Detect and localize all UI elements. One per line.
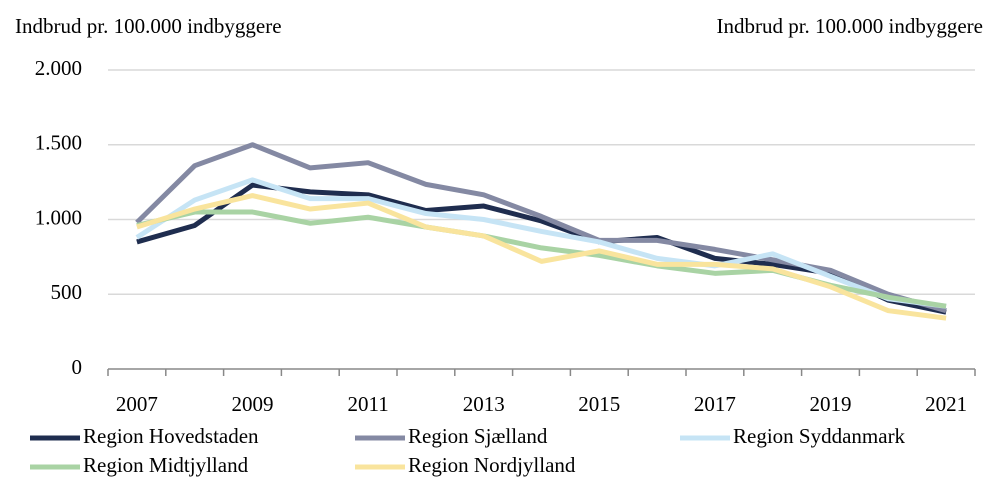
legend-label: Region Midtjylland: [83, 453, 249, 477]
x-tick-label: 2007: [116, 392, 158, 416]
legend-label: Region Nordjylland: [408, 453, 576, 477]
series-line: [136, 193, 947, 321]
x-tick-label: 2019: [810, 392, 852, 416]
y-tick-label: 1.500: [35, 131, 82, 155]
y-axis-title: Indbrud pr. 100.000 indbyggere: [15, 14, 282, 38]
x-tick-label: 2021: [925, 392, 967, 416]
legend-label: Region Syddanmark: [733, 424, 906, 448]
y-tick-label: 0: [72, 355, 83, 379]
y-tick-label: 1.000: [35, 205, 82, 229]
x-tick-label: 2017: [694, 392, 736, 416]
y-tick-label: 500: [51, 280, 83, 304]
legend-label: Region Sjælland: [408, 424, 548, 448]
y-axis-title-right: Indbrud pr. 100.000 indbyggere: [716, 14, 983, 38]
x-tick-label: 2009: [232, 392, 274, 416]
series-line: [135, 177, 947, 309]
legend-label: Region Hovedstaden: [83, 424, 259, 448]
y-tick-label: 2.000: [35, 56, 82, 80]
x-tick-label: 2013: [463, 392, 505, 416]
x-tick-label: 2011: [347, 392, 388, 416]
x-tick-label: 2015: [578, 392, 620, 416]
